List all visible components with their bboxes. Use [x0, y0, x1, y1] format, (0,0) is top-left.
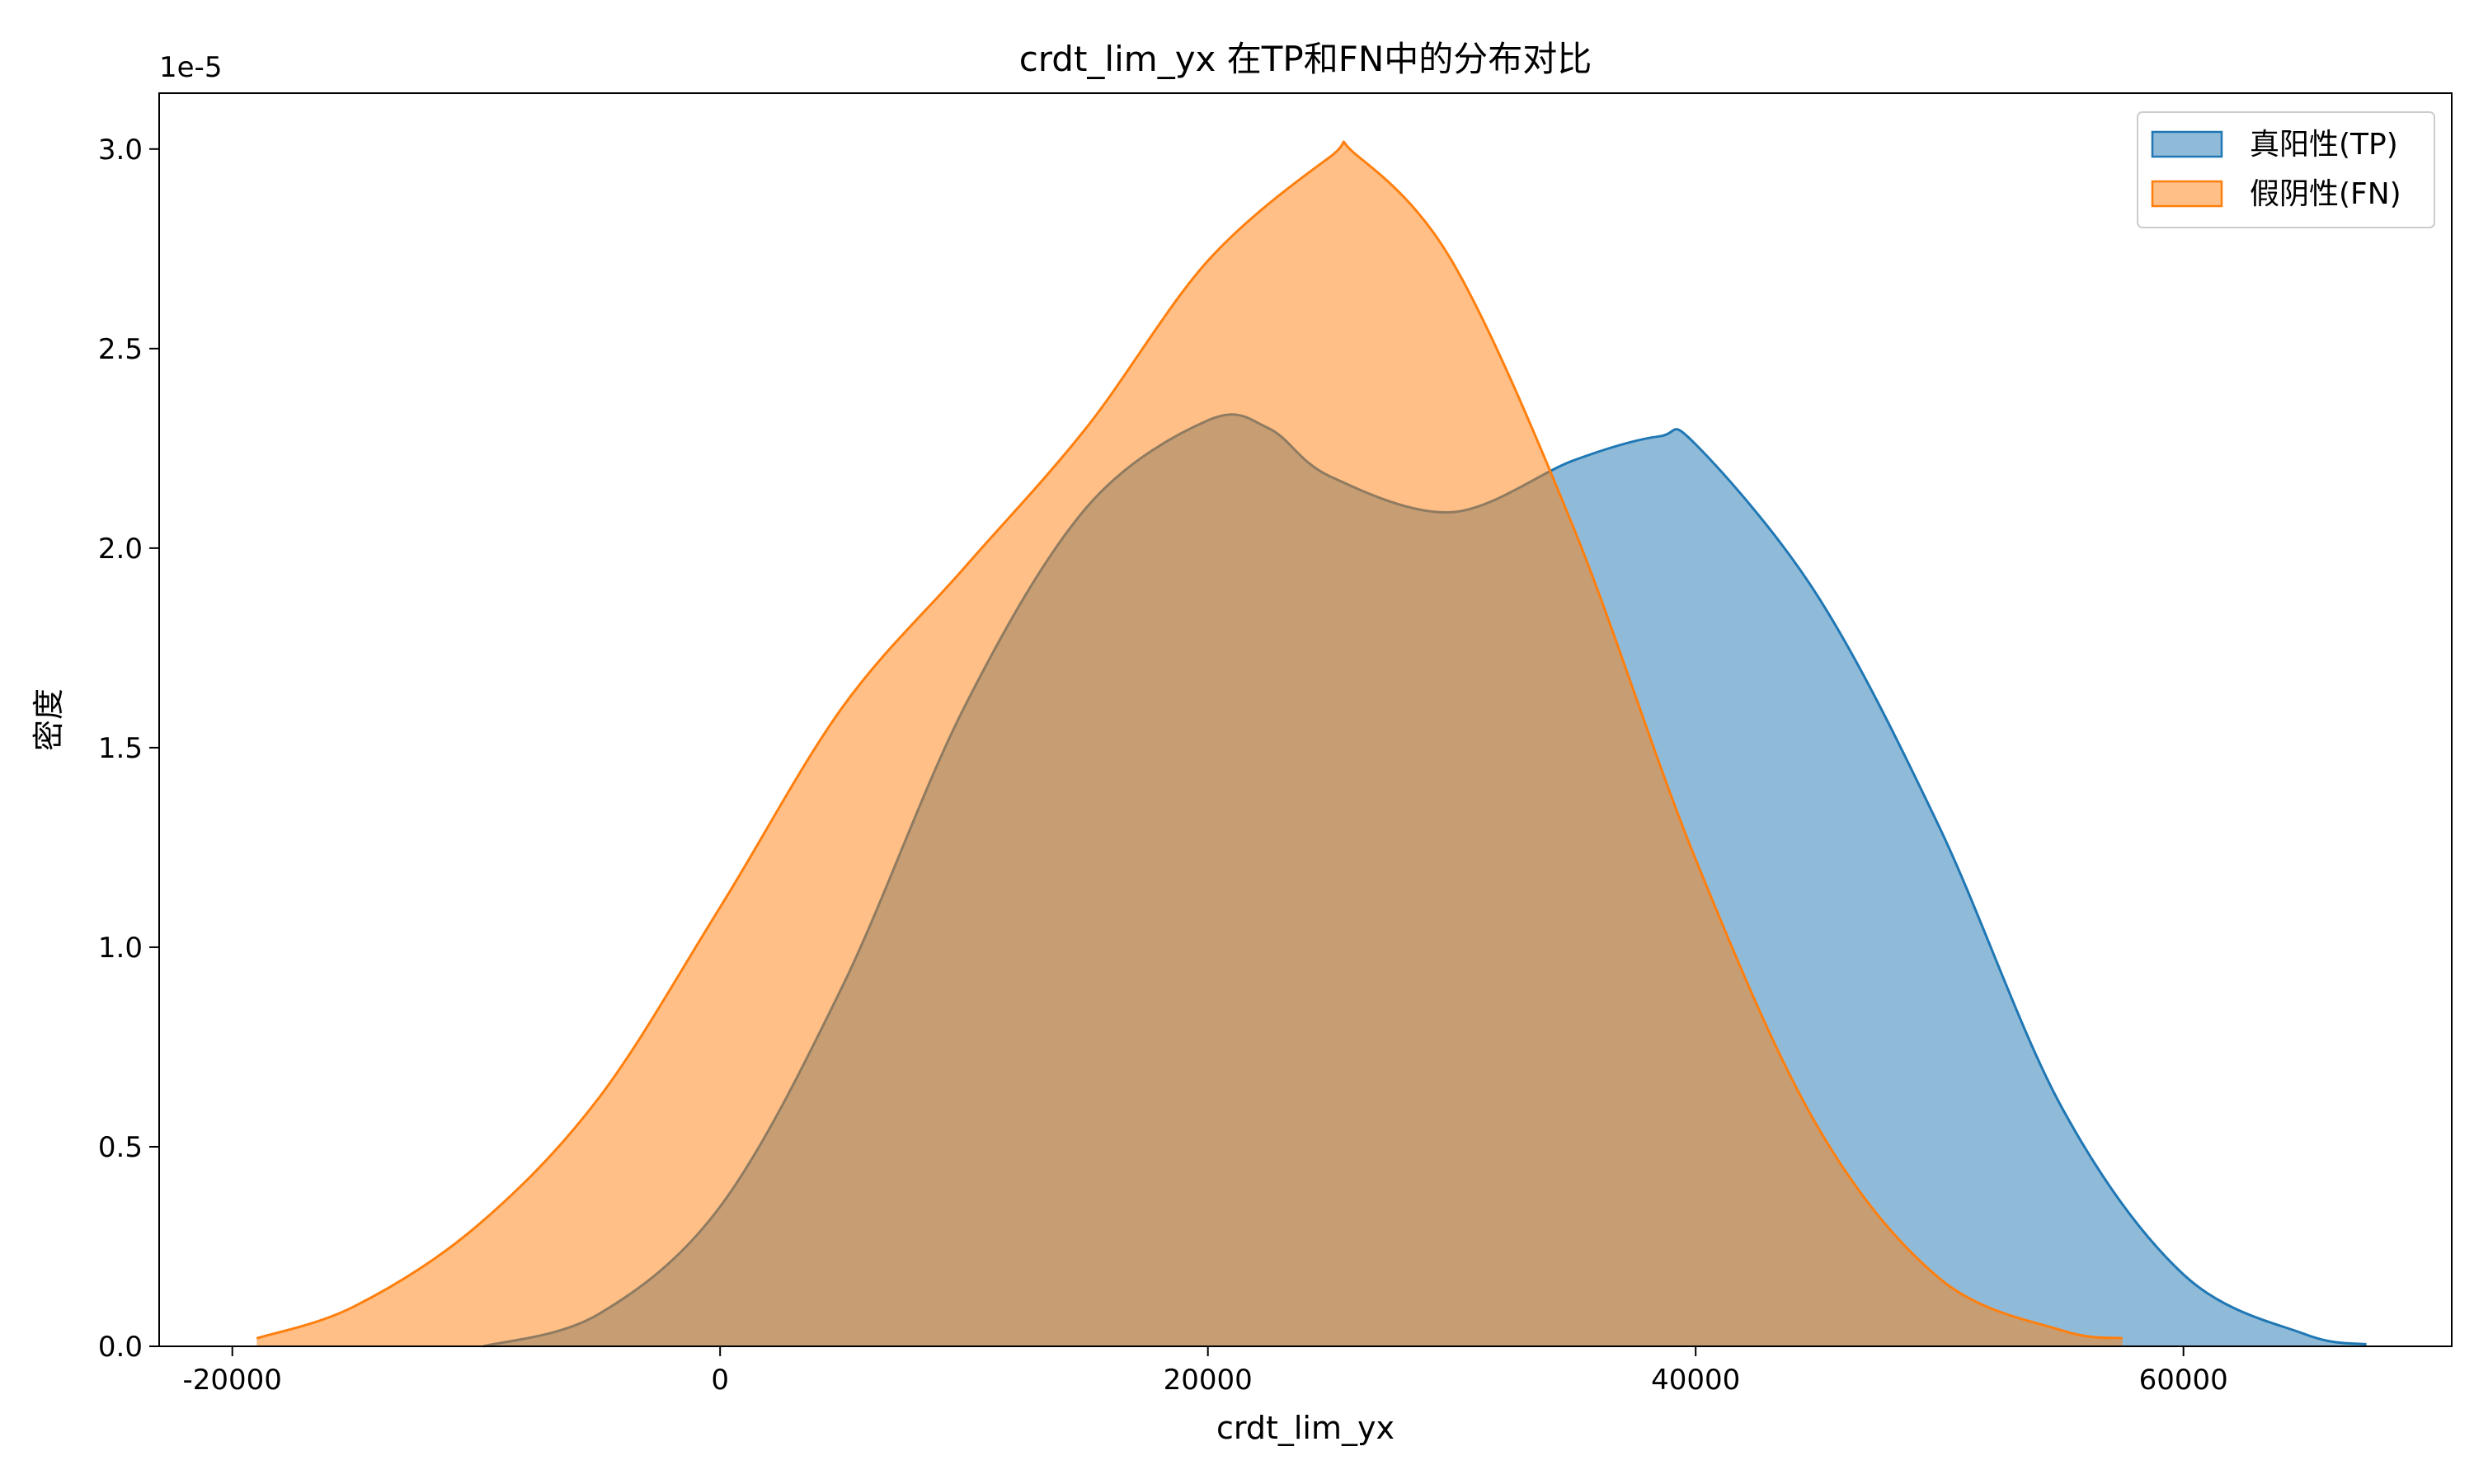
x-tick-label: 40000: [1651, 1364, 1740, 1397]
x-axis-label: crdt_lim_yx: [1216, 1410, 1395, 1446]
y-tick-label: 1.0: [98, 932, 143, 965]
plot-frame: [158, 92, 2453, 1347]
y-tick-label: 0.0: [98, 1331, 143, 1364]
y-axis-label: 密度: [31, 688, 67, 751]
y-tick-label: 2.0: [98, 533, 143, 566]
x-tick-label: 60000: [2139, 1364, 2228, 1397]
legend-swatch: [2151, 130, 2223, 158]
y-axis: 0.0 0.5 1.0 1.5 2.0 2.5 3.0: [98, 134, 159, 1364]
y-tick-label: 2.5: [98, 333, 143, 366]
series-area-1: [256, 141, 2123, 1347]
chart-title: crdt_lim_yx 在TP和FN中的分布对比: [1019, 39, 1592, 79]
y-offset-label: 1e-5: [159, 51, 222, 84]
x-tick-label: 0: [711, 1364, 729, 1397]
legend-label: 真阳性(TP): [2250, 128, 2398, 162]
legend-swatch: [2151, 180, 2223, 208]
legend-label: 假阴性(FN): [2250, 177, 2401, 211]
y-tick-label: 0.5: [98, 1131, 143, 1164]
series-line-1: [256, 140, 2123, 1340]
x-axis: -20000 0 20000 40000 60000: [183, 1346, 2228, 1397]
y-tick-label: 1.5: [98, 732, 143, 765]
legend: 真阳性(TP) 假阴性(FN): [2137, 111, 2435, 228]
y-tick-label: 3.0: [98, 134, 143, 167]
series-layer: [256, 140, 2367, 1348]
x-tick-label: -20000: [183, 1364, 282, 1397]
x-tick-label: 20000: [1164, 1364, 1253, 1397]
